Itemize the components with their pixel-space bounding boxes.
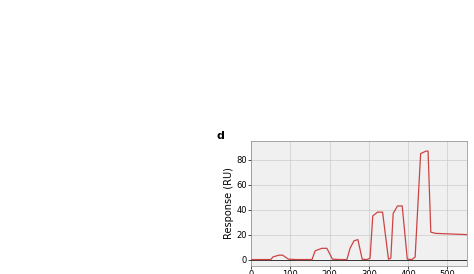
Y-axis label: Response (RU): Response (RU)	[224, 167, 234, 239]
Text: d: d	[217, 131, 225, 141]
